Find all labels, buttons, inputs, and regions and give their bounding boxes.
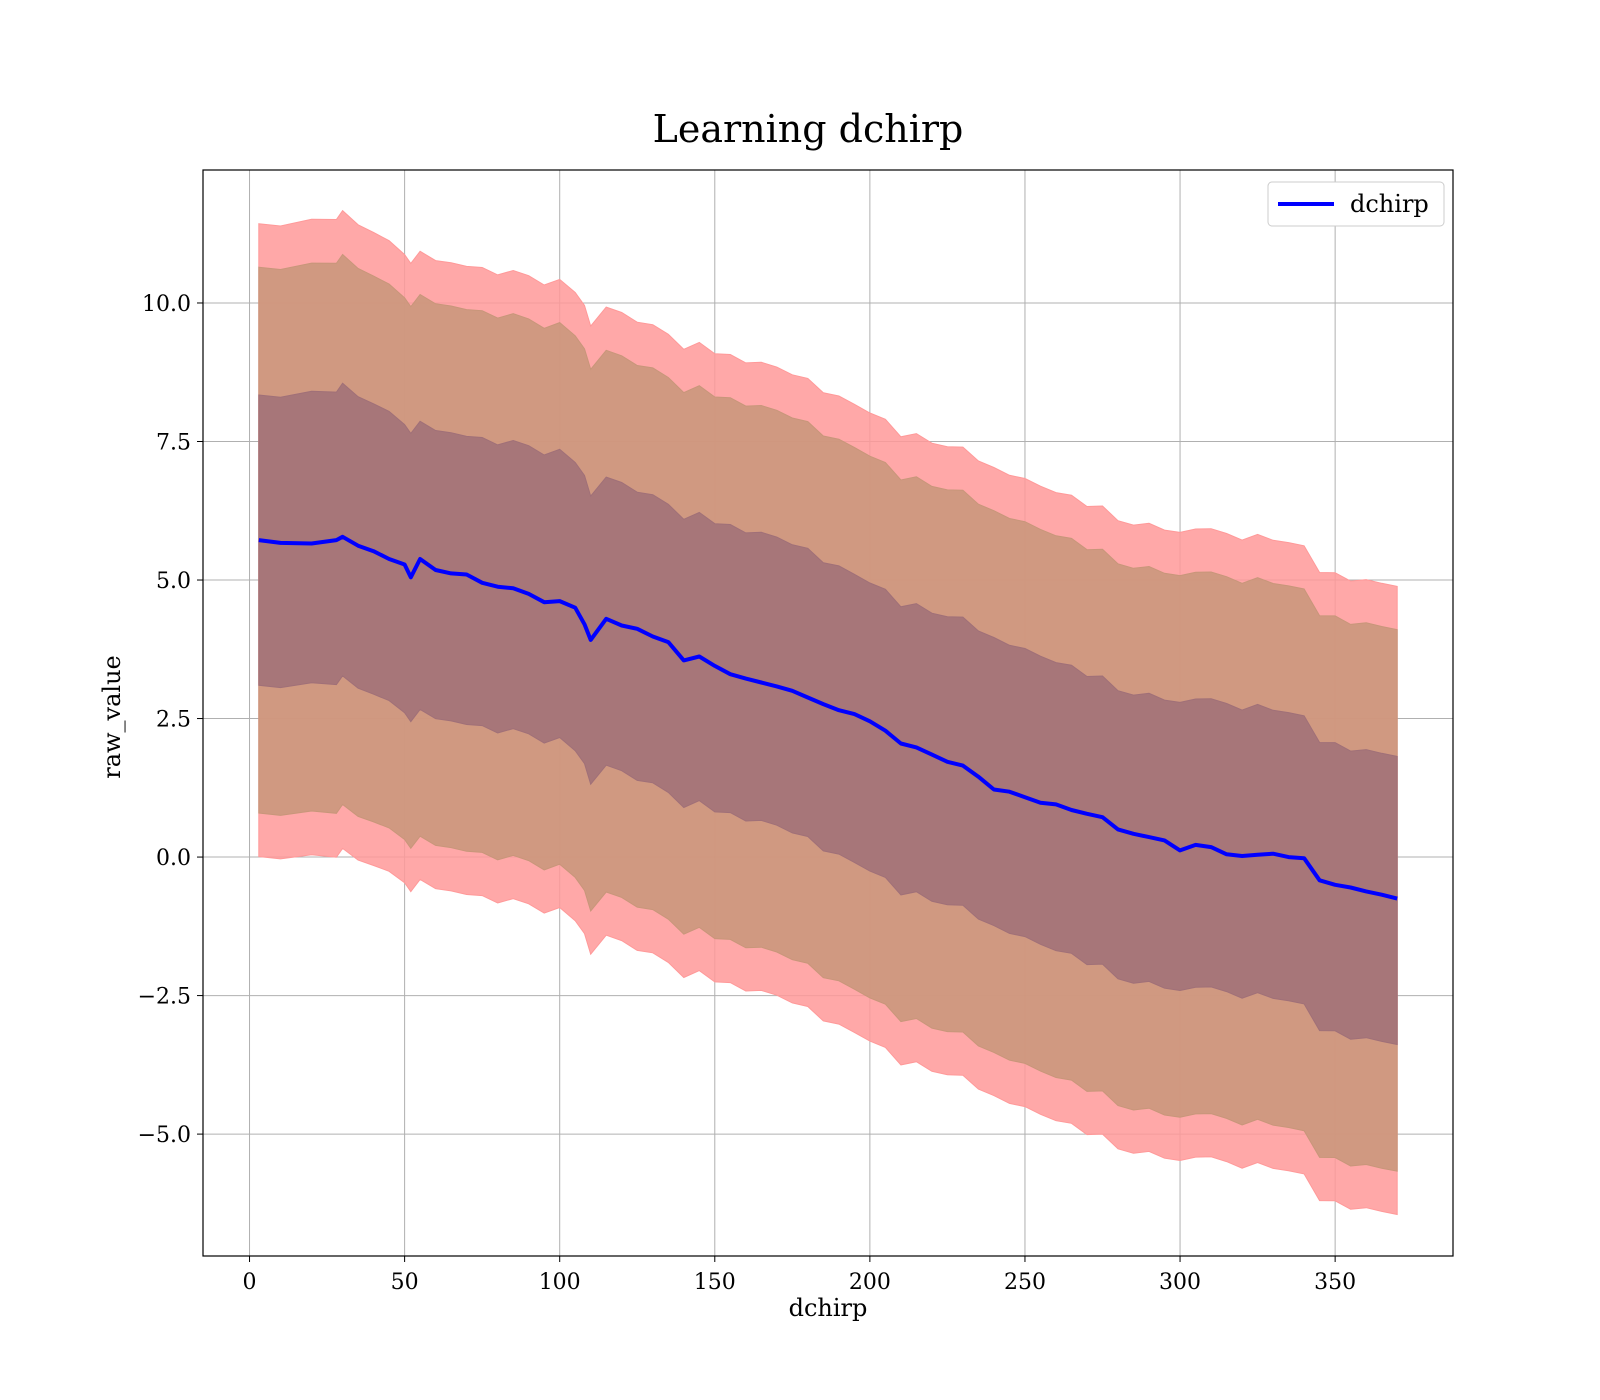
x-tick-label: 50 <box>391 1270 419 1295</box>
legend-box <box>1267 181 1445 227</box>
x-tick-label: 300 <box>1159 1270 1201 1295</box>
y-tick-label: 2.5 <box>156 708 191 733</box>
x-tick-label: 150 <box>694 1270 736 1295</box>
legend: dchirp <box>1267 181 1445 227</box>
confidence-bands <box>258 209 1398 1216</box>
legend-label-dchirp: dchirp <box>1350 190 1429 218</box>
y-tick-label: 0.0 <box>156 846 191 871</box>
x-tick-label: 100 <box>539 1270 581 1295</box>
y-tick-label: 10.0 <box>142 292 191 317</box>
y-tick-label: −5.0 <box>138 1123 191 1148</box>
plot-area: 0 50 100 150 200 250 300 350 −5.0 −2.5 0.0 2.5 5.0 7.… <box>138 169 1454 1295</box>
axes-frame <box>202 169 1454 1257</box>
chart-title: Learning dchirp <box>653 107 964 151</box>
inner-band <box>258 382 1398 1046</box>
x-tick-label: 200 <box>849 1270 891 1295</box>
y-axis-label: raw_value <box>98 655 126 779</box>
x-axis-label: dchirp <box>789 1294 868 1322</box>
y-tick-label: 7.5 <box>156 431 191 456</box>
series-lines <box>258 534 1398 901</box>
x-tick-label: 250 <box>1004 1270 1046 1295</box>
x-tick-label: 0 <box>243 1270 257 1295</box>
x-tick-label: 350 <box>1314 1270 1356 1295</box>
ticks: 0 50 100 150 200 250 300 350 −5.0 −2.5 0.0 2.5 5.0 7.… <box>138 292 1357 1295</box>
y-tick-label: 5.0 <box>156 569 191 594</box>
series-line-dchirp <box>258 534 1398 901</box>
y-tick-label: −2.5 <box>138 985 191 1010</box>
